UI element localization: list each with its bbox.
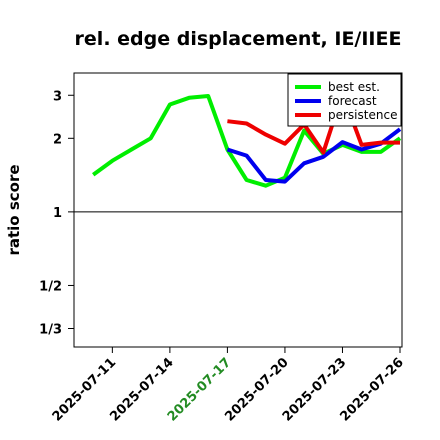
legend-label: best est. bbox=[328, 80, 380, 94]
chart-title: rel. edge displacement, IE/IIEE bbox=[75, 28, 402, 50]
y-tick-label: 1 bbox=[53, 206, 62, 221]
y-axis: 3 2 1 1/2 1/3 bbox=[39, 89, 74, 338]
legend-label: forecast bbox=[328, 94, 377, 108]
series-layer bbox=[92, 91, 402, 188]
y-tick-label: 1/2 bbox=[39, 279, 62, 294]
y-tick-label: 1/3 bbox=[39, 323, 62, 338]
x-axis: 2025-07-112025-07-142025-07-172025-07-20… bbox=[50, 347, 407, 425]
legend-label: persistence bbox=[328, 108, 397, 122]
y-tick-label: 3 bbox=[53, 89, 62, 104]
series-line-persistence bbox=[227, 91, 400, 155]
plot-frame bbox=[73, 72, 403, 348]
y-axis-label: ratio score bbox=[5, 164, 23, 255]
y-tick-label: 2 bbox=[53, 132, 62, 147]
series-line-best-est bbox=[92, 94, 402, 188]
series-line-forecast bbox=[226, 127, 402, 184]
